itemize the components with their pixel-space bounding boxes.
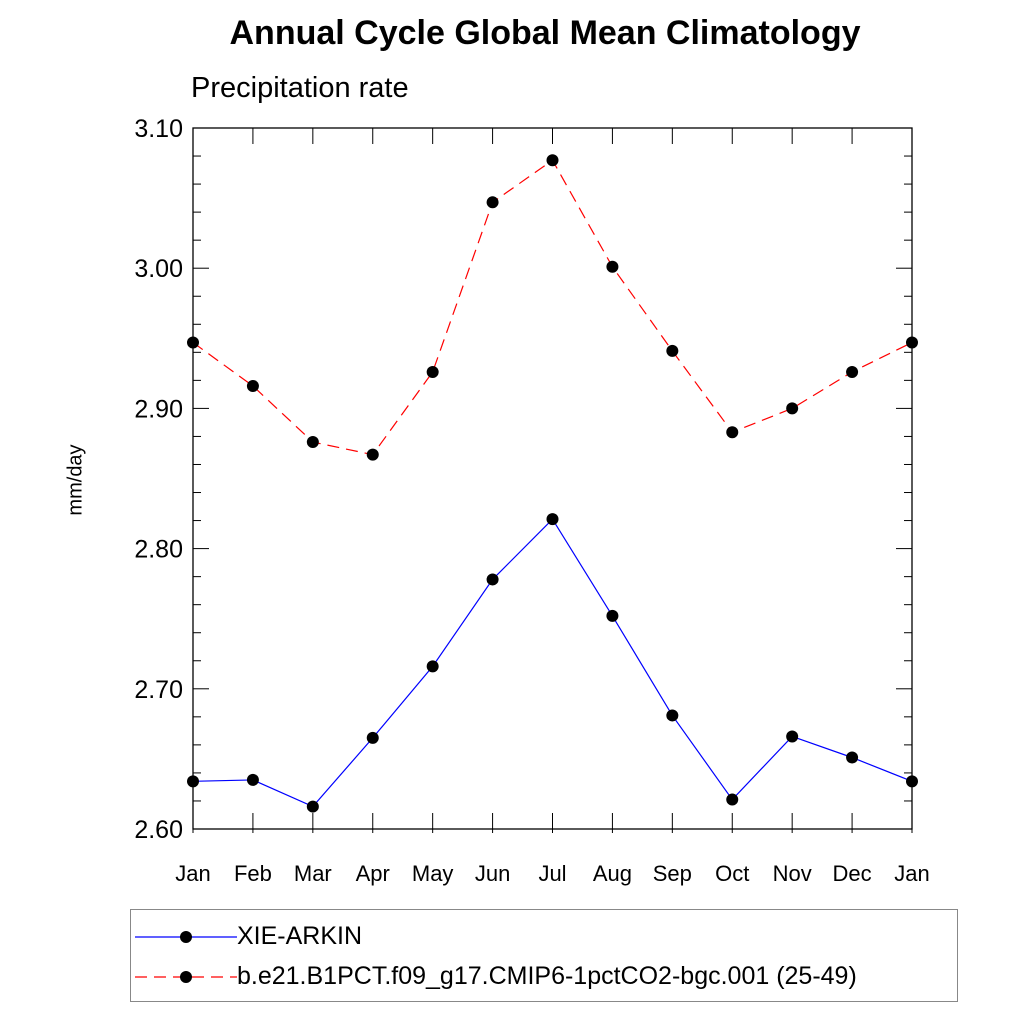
- legend-entry-1: b.e21.B1PCT.f09_g17.CMIP6-1pctCO2-bgc.00…: [131, 956, 957, 996]
- series-1-point: [486, 196, 499, 209]
- legend-swatch-1: [135, 971, 237, 983]
- plot-frame: [192, 127, 913, 830]
- series-1-point: [187, 336, 199, 349]
- x-tick-label: Jan: [175, 861, 210, 886]
- series-0-point: [726, 793, 739, 806]
- x-tick-label: Jan: [894, 861, 929, 886]
- chart-subtitle: Precipitation rate: [191, 72, 409, 104]
- series-line-0: [192, 518, 913, 808]
- x-tick-label: Nov: [773, 861, 812, 886]
- legend-label-0: XIE-ARKIN: [237, 922, 363, 950]
- x-tick-label: Jun: [475, 861, 510, 886]
- x-tick-label: May: [412, 861, 454, 886]
- series-1-point: [246, 379, 259, 392]
- legend-marker-0: [180, 931, 192, 943]
- series-1-point: [606, 260, 619, 273]
- series-1-point: [666, 344, 679, 357]
- series-1-point: [426, 365, 439, 378]
- chart-title: Annual Cycle Global Mean Climatology: [229, 14, 861, 52]
- series-0-point: [906, 775, 918, 788]
- legend-entry-0: XIE-ARKIN: [131, 916, 957, 956]
- y-tick-label: 2.60: [134, 816, 183, 844]
- y-tick-label: 2.90: [134, 395, 183, 423]
- legend: XIE-ARKIN b.e21.B1PCT.f09_g17.CMIP6-1pct…: [130, 909, 958, 1002]
- y-tick-label: 3.00: [134, 255, 183, 283]
- x-tick-label: Mar: [294, 861, 332, 886]
- series-0-point: [246, 773, 259, 786]
- series-line-1: [192, 159, 913, 456]
- x-tick-label: Dec: [833, 861, 872, 886]
- series-1-point: [786, 402, 799, 415]
- series-0-point: [786, 730, 799, 743]
- series-1-point: [306, 436, 319, 449]
- series-0-point: [846, 751, 859, 764]
- x-tick-label: Apr: [356, 861, 390, 886]
- series-0-point: [306, 800, 319, 813]
- series-1-point: [366, 448, 379, 461]
- series-0-point: [426, 660, 439, 673]
- y-tick-label: 2.70: [134, 676, 183, 704]
- y-tick-label: 2.80: [134, 536, 183, 564]
- series-0-point: [606, 609, 619, 622]
- series-0-point: [666, 709, 679, 722]
- series-1-point: [906, 336, 918, 349]
- x-tick-label: Sep: [653, 861, 692, 886]
- series-1-point: [846, 365, 859, 378]
- x-tick-label: Jul: [538, 861, 566, 886]
- x-tick-label: Aug: [593, 861, 632, 886]
- legend-label-1: b.e21.B1PCT.f09_g17.CMIP6-1pctCO2-bgc.00…: [237, 962, 857, 990]
- plot-area: 2.60 2.70 2.80 2.90 3.00 3.10 Jan Feb Mar Apr May J…: [134, 115, 929, 886]
- legend-marker-1: [180, 971, 192, 983]
- series-1-point: [726, 426, 739, 439]
- series-0-point: [366, 731, 379, 744]
- legend-swatch-0: [135, 931, 237, 943]
- series-1-point: [546, 154, 559, 167]
- series-0-point: [546, 513, 559, 526]
- x-tick-label: Feb: [234, 861, 272, 886]
- y-tick-label: 3.10: [134, 115, 183, 143]
- series-0-point: [486, 573, 499, 586]
- series-0-point: [187, 775, 199, 788]
- x-tick-label: Oct: [715, 861, 749, 886]
